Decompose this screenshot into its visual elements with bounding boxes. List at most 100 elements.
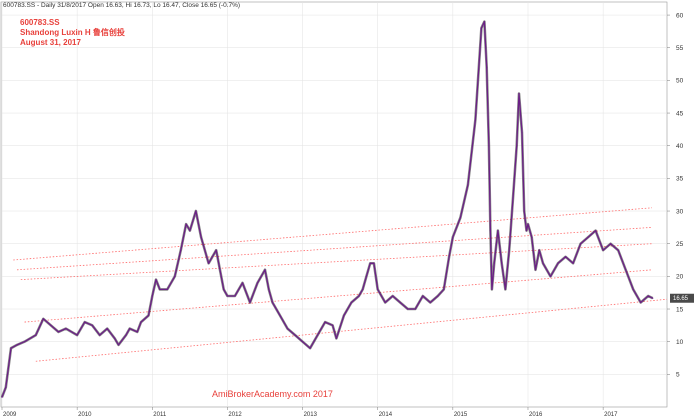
- price-point: [16, 344, 18, 346]
- price-point: [647, 295, 649, 297]
- x-tick-label: 2015: [454, 412, 468, 418]
- price-point: [362, 288, 364, 291]
- price-point: [414, 308, 416, 310]
- price-point: [189, 230, 191, 232]
- price-point: [316, 334, 319, 336]
- price-point: [518, 92, 520, 95]
- price-point: [117, 344, 120, 346]
- price-point: [140, 321, 142, 323]
- price-point: [602, 249, 604, 251]
- price-point: [358, 295, 360, 297]
- price-point: [151, 295, 153, 297]
- price-point: [488, 145, 490, 147]
- price-point: [617, 249, 619, 251]
- price-point: [114, 337, 116, 340]
- price-point: [200, 236, 202, 238]
- last-value-marker: 16.65: [670, 293, 694, 303]
- price-point: [508, 249, 510, 251]
- price-point: [369, 262, 371, 264]
- price-point: [437, 295, 439, 297]
- price-point: [632, 288, 634, 291]
- price-point: [459, 216, 461, 219]
- price-point: [249, 301, 251, 304]
- price-point: [234, 295, 236, 297]
- price-point: [523, 210, 525, 212]
- price-point: [125, 334, 127, 336]
- price-point: [264, 269, 266, 271]
- grid: [1, 2, 667, 407]
- price-point: [392, 295, 394, 297]
- x-tick-label: 2017: [604, 412, 618, 418]
- price-point: [422, 295, 424, 297]
- price-point: [76, 334, 78, 336]
- price-point: [531, 236, 533, 238]
- company-name: Shandong Luxin H 鲁信创投: [20, 28, 125, 37]
- price-point: [226, 295, 229, 297]
- last-value-label: 16.65: [673, 296, 689, 302]
- price-point: [10, 347, 12, 349]
- channel-line: [17, 226, 652, 271]
- chart-date: August 31, 2017: [20, 38, 81, 47]
- price-point: [610, 243, 612, 245]
- price-point: [42, 318, 44, 320]
- price-point: [407, 308, 409, 310]
- price-point: [180, 249, 182, 251]
- price-point: [504, 288, 507, 291]
- price-point: [301, 341, 304, 343]
- price-point: [159, 288, 161, 291]
- price-point: [147, 314, 150, 317]
- y-tick-label: 15: [676, 306, 684, 313]
- price-point: [256, 282, 259, 284]
- y-axis: 5 10 15 20 25 30 35 40 45 50 55 60: [667, 12, 684, 379]
- price-point: [208, 262, 210, 264]
- price-point: [332, 324, 334, 326]
- y-tick-label: 30: [676, 208, 684, 215]
- price-point: [5, 386, 7, 389]
- price-point: [223, 288, 225, 291]
- price-point: [294, 334, 296, 336]
- x-tick-label: 2012: [228, 412, 242, 418]
- y-tick-label: 20: [676, 274, 684, 281]
- price-point: [91, 324, 93, 326]
- price-point: [521, 132, 523, 134]
- price-point: [215, 249, 217, 251]
- price-point: [84, 321, 86, 323]
- price-point: [497, 230, 499, 232]
- price-point: [474, 118, 476, 121]
- price-point: [174, 275, 176, 277]
- price-point: [480, 27, 483, 29]
- price-series: [0, 20, 654, 398]
- price-point: [572, 262, 574, 264]
- price-point: [527, 223, 529, 225]
- price-point: [309, 347, 311, 349]
- channel-line: [13, 207, 653, 261]
- channel-lines: [13, 207, 668, 362]
- y-tick-label: 35: [676, 176, 684, 183]
- price-point: [516, 145, 518, 147]
- price-point: [185, 223, 187, 225]
- y-tick-label: 40: [676, 143, 684, 150]
- y-tick-label: 60: [676, 12, 684, 19]
- price-point: [324, 321, 326, 323]
- price-point: [534, 269, 537, 271]
- price-point: [542, 262, 544, 264]
- plot-area: [0, 1, 668, 408]
- price-point: [549, 275, 552, 277]
- price-point: [365, 275, 368, 277]
- price-point: [399, 301, 401, 304]
- price-point: [377, 288, 379, 291]
- price-point: [106, 328, 108, 330]
- price-point: [443, 288, 445, 291]
- price-point: [448, 256, 450, 258]
- ticker-symbol: 600783.SS: [20, 18, 60, 27]
- price-point: [65, 328, 67, 330]
- y-tick-label: 25: [676, 241, 684, 248]
- price-point: [452, 236, 454, 238]
- x-axis: 2009 2010 2011 2012 2013 2014 2015 2016 2017: [1, 407, 618, 418]
- price-point: [489, 230, 492, 232]
- price-point: [335, 337, 337, 340]
- price-point: [564, 256, 567, 258]
- x-tick-label: 2011: [153, 412, 167, 418]
- watermark: AmiBrokerAcademy.com 2017: [212, 389, 333, 399]
